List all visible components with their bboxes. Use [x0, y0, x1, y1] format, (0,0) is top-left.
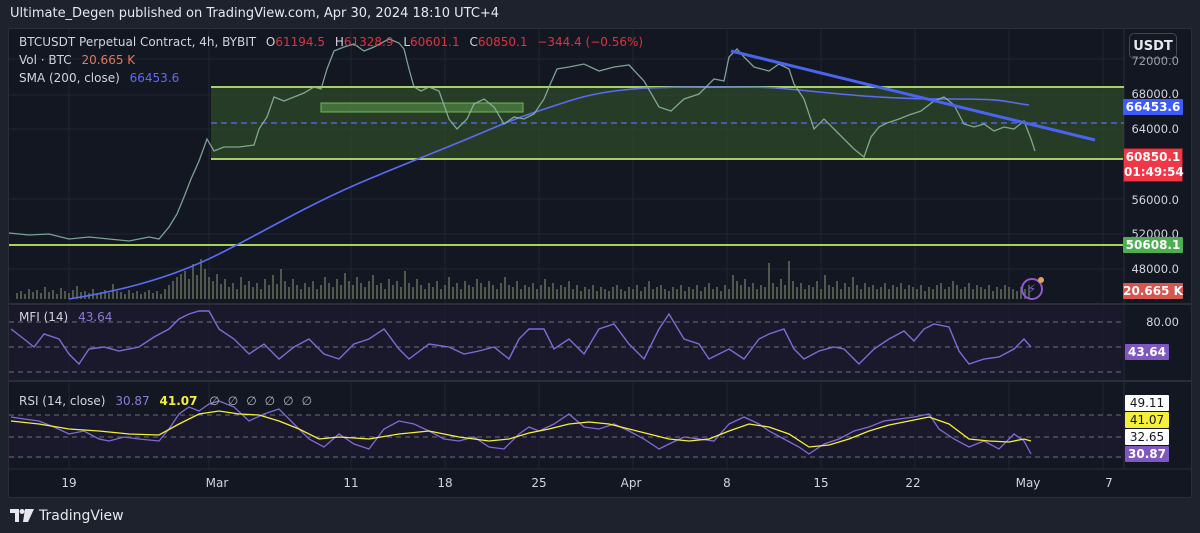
inner-zone: [320, 102, 524, 113]
volume-value: 20.665 K: [81, 53, 136, 67]
time-label: 11: [343, 476, 359, 490]
close-value: 60850.1: [477, 35, 528, 49]
lightning-icon[interactable]: ⚡: [1021, 277, 1044, 300]
rsi-legend[interactable]: RSI (14, close) 30.87 41.07 ∅ ∅ ∅ ∅ ∅ ∅: [19, 394, 313, 408]
rsi-label[interactable]: RSI (14, close): [19, 394, 106, 408]
time-label: 18: [437, 476, 453, 490]
sma-legend[interactable]: SMA (200, close) 66453.6: [19, 71, 179, 85]
time-label: 25: [531, 476, 547, 490]
support-price-tag: 50608.1: [1123, 237, 1183, 253]
rsi-tag-upper: 49.11: [1125, 395, 1169, 411]
symbol-legend[interactable]: BTCUSDT Perpetual Contract, 4h, BYBIT O6…: [19, 35, 644, 49]
time-label: 22: [905, 476, 921, 490]
time-label: Mar: [205, 476, 229, 490]
price-tick: 56000.0: [1131, 193, 1179, 207]
price-tick: 64000.0: [1131, 122, 1179, 136]
mfi-line: [10, 310, 1032, 366]
volume-bars: [16, 259, 1030, 299]
time-label: 15: [813, 476, 829, 490]
currency-button[interactable]: USDT: [1129, 33, 1177, 59]
tradingview-logo-icon: [10, 509, 34, 522]
time-label: 7: [1105, 476, 1113, 490]
volume-label[interactable]: Vol · BTC: [19, 53, 72, 67]
sma-200-line: [68, 86, 1030, 300]
tradingview-logo-text: TradingView: [39, 508, 124, 524]
change-value: −344.4 (−0.56%): [537, 35, 644, 49]
notification-dot: [1038, 277, 1044, 283]
mfi-label[interactable]: MFI (14): [19, 310, 69, 324]
chart-canvas[interactable]: [9, 29, 1192, 498]
mfi-value: 43.64: [78, 310, 113, 324]
rsi-value: 30.87: [115, 394, 150, 408]
high-value: 61328.9: [343, 35, 394, 49]
sma-price-tag: 66453.6: [1123, 99, 1183, 115]
mfi-tick: 80.00: [1146, 315, 1179, 329]
time-label: 8: [723, 476, 731, 490]
time-label: May: [1015, 476, 1041, 490]
rsi-tag-lower: 32.65: [1125, 429, 1169, 445]
volume-legend[interactable]: Vol · BTC 20.665 K: [19, 53, 135, 67]
range-zone: [211, 87, 1124, 159]
time-label: 19: [61, 476, 77, 490]
low-value: 60601.1: [410, 35, 460, 49]
mfi-tag: 43.64: [1125, 344, 1169, 360]
publication-header: Ultimate_Degen published on TradingView.…: [10, 6, 500, 21]
last-price: 60850.1: [1125, 150, 1181, 164]
sma-value: 66453.6: [129, 71, 180, 85]
sma-label[interactable]: SMA (200, close): [19, 71, 120, 85]
time-label: Apr: [620, 476, 642, 490]
mfi-legend[interactable]: MFI (14) 43.64: [19, 310, 112, 324]
rsi-ma-value: 41.07: [159, 394, 198, 408]
bar-countdown: 01:49:54: [1124, 165, 1184, 179]
price-line: [9, 38, 1036, 242]
descending-trendline: [730, 49, 1096, 142]
chart-frame[interactable]: BTCUSDT Perpetual Contract, 4h, BYBIT O6…: [8, 28, 1192, 498]
last-price-tag: 60850.1 01:49:54: [1123, 148, 1184, 182]
rsi-line: [10, 400, 1032, 455]
rsi-ma-line: [10, 410, 1032, 448]
rsi-tag: 30.87: [1125, 446, 1169, 462]
price-tick: 68000.0: [1131, 87, 1179, 101]
open-value: 61194.5: [275, 35, 325, 49]
price-tick: 48000.0: [1131, 262, 1179, 276]
symbol-name[interactable]: BTCUSDT Perpetual Contract, 4h, BYBIT: [19, 35, 257, 49]
rsi-ma-tag: 41.07: [1125, 412, 1169, 428]
volume-tag: 20.665 K: [1123, 283, 1183, 299]
tradingview-logo[interactable]: TradingView: [10, 508, 124, 524]
price-tick: 72000.0: [1131, 54, 1179, 68]
